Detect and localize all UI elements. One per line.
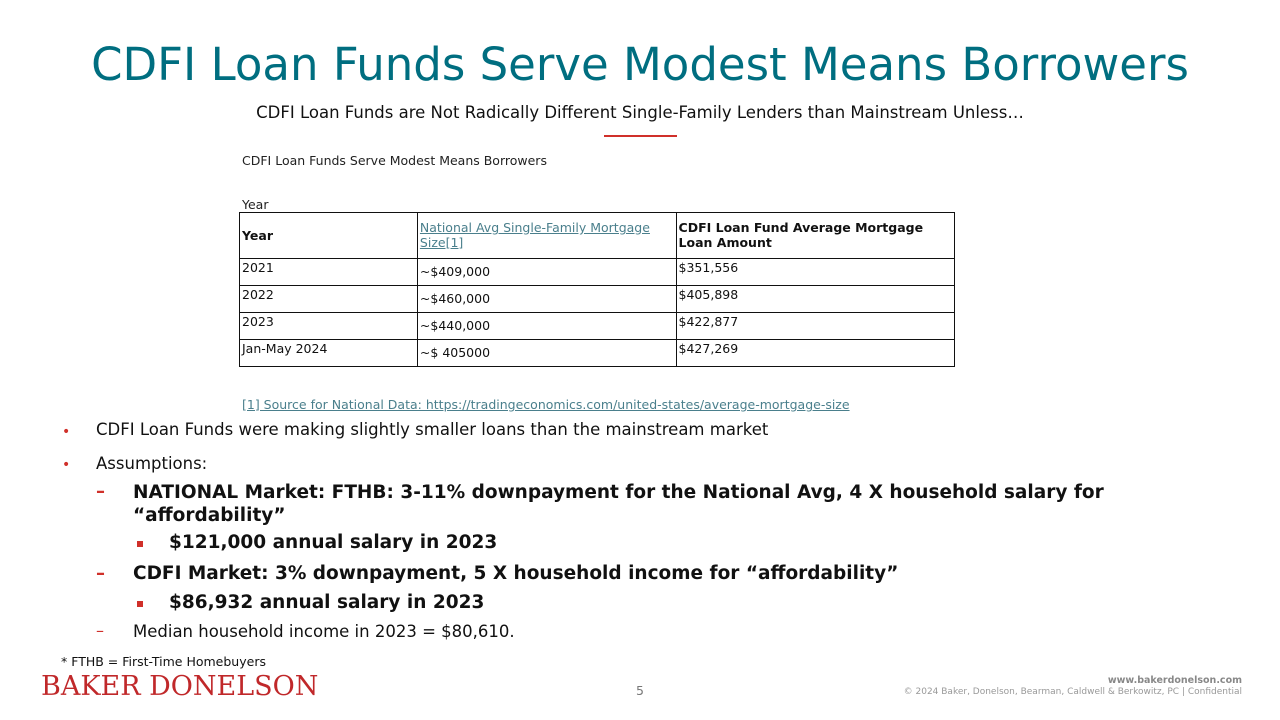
baker-donelson-logo: BAKER DONELSON (41, 671, 319, 702)
dash-bullet-icon: – (96, 563, 105, 584)
cell-year: 2021 (239, 258, 418, 286)
slide-subtitle: CDFI Loan Funds are Not Radically Differ… (256, 103, 1024, 122)
header-national-avg-link[interactable]: National Avg Single-Family Mortgage Size… (416, 212, 677, 259)
bullet-median-income: Median household income in 2023 = $80,61… (133, 622, 515, 641)
fthb-footnote: * FTHB = First-Time Homebuyers (61, 654, 266, 669)
table-row: 2023 ~$440,000 $422,877 (239, 312, 956, 340)
source-footnote-link[interactable]: [1] Source for National Data: https://tr… (242, 397, 850, 412)
square-bullet-icon (137, 601, 143, 607)
bullet-dot-icon: • (62, 457, 71, 473)
cell-cdfi: $422,877 (675, 312, 956, 340)
table-row: 2022 ~$460,000 $405,898 (239, 285, 956, 313)
bullet-national-salary: $121,000 annual salary in 2023 (169, 532, 498, 553)
dash-bullet-icon: – (96, 621, 104, 640)
bullet-national-market: NATIONAL Market: FTHB: 3-11% downpayment… (133, 482, 1104, 526)
cell-national: ~$440,000 (416, 312, 677, 340)
cell-year: Jan-May 2024 (239, 339, 418, 367)
table-header-row: Year National Avg Single-Family Mortgage… (239, 212, 956, 259)
footer-copyright: © 2024 Baker, Donelson, Bearman, Caldwel… (903, 687, 1242, 697)
cell-cdfi: $351,556 (675, 258, 956, 286)
page-number: 5 (636, 683, 644, 698)
cell-national: ~$460,000 (416, 285, 677, 313)
cell-year: 2023 (239, 312, 418, 340)
table-year-label: Year (242, 197, 269, 212)
bullet-cdfi-market: CDFI Market: 3% downpayment, 5 X househo… (133, 563, 899, 584)
header-year: Year (239, 212, 418, 259)
cell-cdfi: $405,898 (675, 285, 956, 313)
header-cdfi-avg: CDFI Loan Fund Average Mortgage Loan Amo… (675, 212, 956, 259)
cell-national: ~$ 405000 (416, 339, 677, 367)
cell-year: 2022 (239, 285, 418, 313)
slide-title: CDFI Loan Funds Serve Modest Means Borro… (91, 38, 1189, 91)
accent-divider (604, 135, 677, 137)
table-row: 2021 ~$409,000 $351,556 (239, 258, 956, 286)
cell-cdfi: $427,269 (675, 339, 956, 367)
bullet-assumptions: Assumptions: (96, 454, 208, 473)
cell-national: ~$409,000 (416, 258, 677, 286)
square-bullet-icon (137, 541, 143, 547)
bullet-smaller-loans: CDFI Loan Funds were making slightly sma… (96, 420, 769, 439)
footer-url: www.bakerdonelson.com (1107, 675, 1242, 686)
bullet-cdfi-salary: $86,932 annual salary in 2023 (169, 592, 485, 613)
table-caption: CDFI Loan Funds Serve Modest Means Borro… (242, 153, 547, 168)
bullet-dot-icon: • (62, 424, 71, 440)
table-row: Jan-May 2024 ~$ 405000 $427,269 (239, 339, 956, 367)
mortgage-table: Year National Avg Single-Family Mortgage… (239, 212, 956, 367)
dash-bullet-icon: – (96, 481, 105, 502)
